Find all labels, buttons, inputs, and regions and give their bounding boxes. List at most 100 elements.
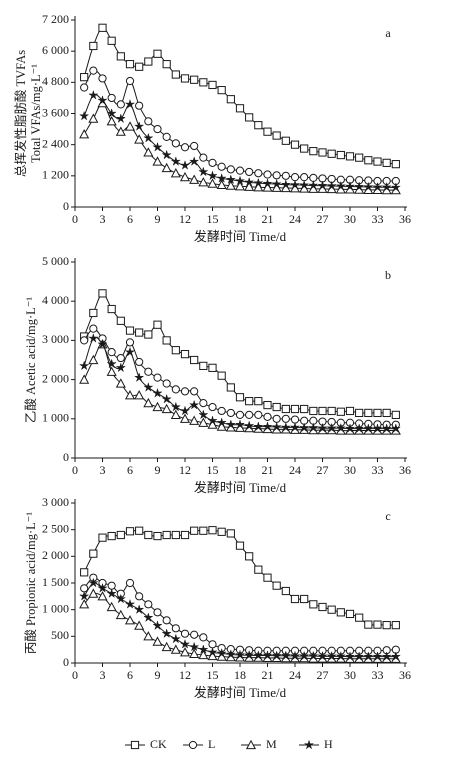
marker xyxy=(116,353,125,363)
marker xyxy=(217,371,226,380)
x-tick-label: 21 xyxy=(262,463,274,477)
marker xyxy=(281,136,290,145)
marker xyxy=(124,390,136,400)
marker xyxy=(281,404,290,414)
x-tick-label: 9 xyxy=(155,463,161,477)
marker xyxy=(298,422,310,433)
marker xyxy=(190,75,199,84)
x-tick-label: 3 xyxy=(100,212,106,226)
marker xyxy=(189,174,200,184)
marker xyxy=(125,326,135,335)
legend-marker xyxy=(245,739,257,750)
x-tick-label: 24 xyxy=(289,463,301,477)
marker xyxy=(125,76,135,86)
marker xyxy=(88,354,99,365)
marker xyxy=(143,612,154,623)
marker xyxy=(309,600,318,609)
marker xyxy=(309,406,318,416)
marker xyxy=(179,159,191,170)
marker xyxy=(89,549,98,558)
marker xyxy=(280,650,292,661)
marker xyxy=(345,152,355,161)
x-tick-label: 27 xyxy=(317,212,329,226)
marker xyxy=(208,526,217,535)
x-tick-label: 27 xyxy=(317,463,329,477)
marker xyxy=(225,648,237,659)
marker xyxy=(171,530,180,540)
marker xyxy=(254,169,263,178)
marker xyxy=(170,156,182,166)
marker xyxy=(263,400,272,410)
marker xyxy=(364,408,373,418)
marker xyxy=(143,381,154,392)
marker xyxy=(217,527,226,536)
marker xyxy=(243,176,255,187)
marker xyxy=(189,648,200,659)
marker xyxy=(88,113,99,123)
marker xyxy=(152,387,163,398)
marker xyxy=(153,373,162,382)
marker xyxy=(207,415,218,426)
x-tick-label: 18 xyxy=(234,212,246,226)
legend-label: CK xyxy=(150,737,167,751)
marker xyxy=(363,181,374,192)
marker xyxy=(271,178,282,189)
marker xyxy=(226,408,235,418)
marker xyxy=(79,374,90,384)
marker xyxy=(298,179,310,190)
x-tick-label: 36 xyxy=(399,463,411,477)
marker xyxy=(253,421,264,432)
marker xyxy=(272,131,281,140)
marker xyxy=(308,650,319,661)
x-tick-label: 15 xyxy=(207,463,219,477)
marker xyxy=(263,170,272,179)
marker xyxy=(161,628,172,639)
marker xyxy=(272,581,281,590)
marker xyxy=(280,179,292,190)
marker xyxy=(254,121,263,130)
marker xyxy=(135,357,144,367)
marker xyxy=(179,405,191,416)
marker xyxy=(353,181,365,192)
marker xyxy=(373,157,382,166)
marker xyxy=(116,316,125,325)
marker xyxy=(135,328,144,337)
marker xyxy=(300,404,309,414)
x-tick-label: 6 xyxy=(127,668,133,682)
marker xyxy=(180,530,190,540)
marker xyxy=(199,526,208,535)
marker xyxy=(344,423,356,434)
x-axis-label: 发酵时间 Time/d xyxy=(194,229,287,244)
marker xyxy=(171,385,180,394)
marker xyxy=(327,406,336,416)
marker xyxy=(382,408,391,418)
marker xyxy=(263,127,272,136)
marker xyxy=(318,148,327,157)
marker xyxy=(353,423,365,434)
marker xyxy=(134,390,145,400)
y-tick-label: 0 xyxy=(63,655,69,669)
marker xyxy=(170,409,181,419)
marker xyxy=(318,602,327,612)
x-tick-label: 9 xyxy=(155,668,161,682)
marker xyxy=(355,153,364,162)
marker xyxy=(152,141,163,152)
x-tick-label: 21 xyxy=(262,668,274,682)
marker xyxy=(199,633,208,642)
panel-label: c xyxy=(385,509,390,523)
legend-label: H xyxy=(324,737,333,751)
marker xyxy=(88,89,99,100)
marker xyxy=(79,129,90,139)
marker xyxy=(97,591,108,601)
marker xyxy=(382,158,391,167)
marker xyxy=(234,180,246,191)
marker xyxy=(391,621,400,630)
marker xyxy=(372,181,383,192)
marker xyxy=(115,126,126,136)
marker xyxy=(134,620,145,630)
marker xyxy=(336,608,345,617)
marker xyxy=(97,95,108,105)
marker xyxy=(106,358,117,369)
marker xyxy=(373,408,382,418)
